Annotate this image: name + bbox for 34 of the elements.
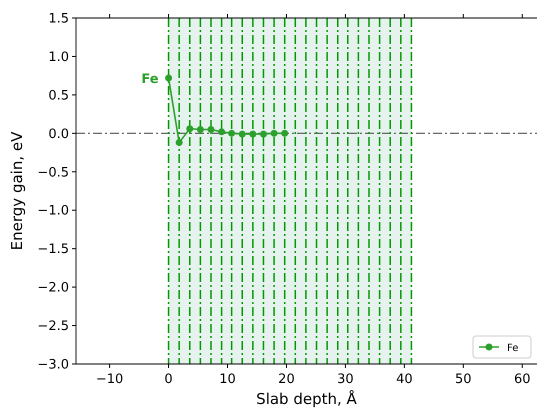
x-tick-label: 60 bbox=[514, 372, 531, 387]
legend-label: Fe bbox=[507, 343, 518, 354]
point bbox=[196, 126, 204, 133]
x-tick-label: −10 bbox=[96, 372, 124, 387]
point bbox=[176, 139, 183, 146]
y-tick-label: −3.0 bbox=[37, 358, 69, 372]
x-tick-label: 30 bbox=[337, 372, 354, 387]
point bbox=[165, 74, 172, 82]
y-tick-label: 0.0 bbox=[48, 126, 69, 142]
y-tick-label: −2.0 bbox=[37, 280, 69, 296]
y-tick-label: 1.0 bbox=[48, 50, 69, 65]
point bbox=[270, 130, 278, 137]
y-tick-label: 0.5 bbox=[48, 88, 69, 104]
x-tick-label: 10 bbox=[219, 372, 236, 387]
y-axis-title: Energy gain, eV bbox=[8, 130, 26, 250]
point bbox=[238, 130, 246, 138]
point bbox=[249, 130, 256, 138]
point bbox=[260, 130, 267, 138]
y-tick-label: −2.5 bbox=[37, 319, 69, 334]
point bbox=[186, 125, 194, 132]
point bbox=[218, 128, 226, 136]
y-tick-label: −0.5 bbox=[37, 165, 69, 180]
x-tick-label: 50 bbox=[455, 372, 472, 387]
point bbox=[208, 126, 214, 133]
y-tick-label: 1.5 bbox=[48, 12, 69, 26]
x-tick-label: 0 bbox=[164, 372, 173, 387]
x-tick-label: 40 bbox=[396, 372, 413, 387]
point bbox=[281, 130, 288, 137]
x-tick-label: 20 bbox=[278, 372, 295, 387]
point bbox=[228, 130, 236, 137]
y-tick-label: −1.5 bbox=[37, 242, 69, 258]
annotation: Fe bbox=[141, 72, 159, 87]
y-tick-label: −1.0 bbox=[37, 204, 69, 219]
x-axis-title: Slab depth, Å bbox=[256, 390, 358, 408]
